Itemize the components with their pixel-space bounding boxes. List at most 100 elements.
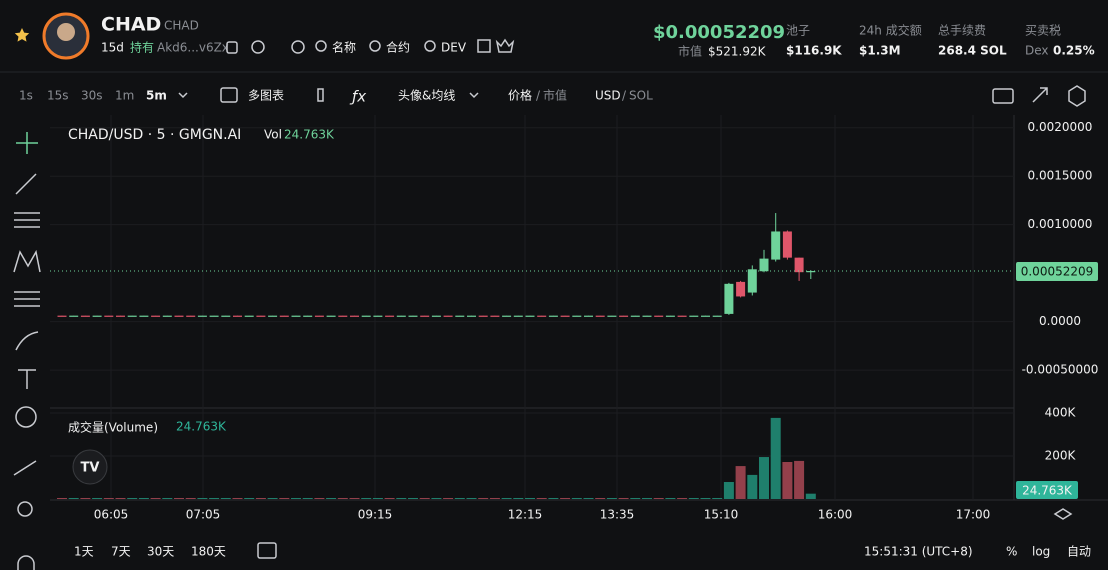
line-tool[interactable] (15, 173, 37, 195)
x-tick-label: 16:00 (818, 508, 853, 522)
last-volume-badge (1016, 481, 1078, 499)
fib-tool[interactable] (14, 212, 40, 228)
candle-body (291, 315, 301, 317)
axis-settings-icon[interactable] (1053, 508, 1073, 520)
candle-body (92, 315, 102, 317)
search-icon[interactable] (369, 40, 381, 52)
volume-bar (712, 498, 723, 499)
candle-body (303, 315, 313, 317)
brush-tool[interactable] (15, 331, 39, 351)
copy-icon[interactable] (226, 41, 238, 54)
indicators[interactable]: 头像&均线 (398, 89, 455, 103)
ruler-tool[interactable] (13, 460, 37, 476)
candle-body (478, 315, 488, 317)
magnet-tool[interactable] (17, 555, 35, 570)
auto-toggle[interactable]: 自动 (1067, 545, 1091, 559)
candle-type-icon[interactable] (317, 88, 324, 102)
web-icon[interactable] (251, 40, 265, 54)
candle-body (338, 315, 348, 317)
x-tick-label: 06:05 (94, 508, 129, 522)
volume-bar (80, 498, 91, 499)
candle-body (431, 315, 441, 317)
candle-body (127, 315, 137, 317)
candle-body (490, 315, 500, 317)
menu-icon[interactable] (291, 40, 305, 54)
range-button[interactable]: 1天 (74, 545, 94, 559)
range-button[interactable]: 180天 (191, 545, 226, 559)
price-toggle[interactable]: 价格 (508, 88, 532, 103)
settings-icon[interactable] (1068, 85, 1086, 107)
candle-body (244, 315, 254, 317)
emoji-tool[interactable] (15, 406, 37, 428)
x-tick-label: 15:10 (704, 508, 739, 522)
candle-body (794, 257, 804, 273)
candle-body (736, 281, 746, 297)
log-toggle[interactable]: log (1032, 545, 1050, 559)
text-tool[interactable] (18, 369, 36, 389)
search-contract[interactable]: 合约 (386, 40, 410, 55)
search-icon[interactable] (315, 40, 327, 52)
projection-tool[interactable] (14, 291, 40, 307)
candle-body (747, 269, 757, 293)
interval[interactable]: 1s (19, 89, 33, 103)
fx-icon[interactable]: ƒx (349, 88, 366, 106)
date-range-icon[interactable] (257, 542, 277, 559)
volume-bar (396, 498, 407, 499)
fullscreen-icon[interactable] (1032, 87, 1048, 103)
multi-chart[interactable]: 多图表 (248, 89, 284, 103)
volume: $1.3M (859, 44, 901, 58)
candle-body (314, 315, 324, 317)
interval[interactable]: 15s (47, 89, 69, 103)
vol-legend-label: Vol (264, 128, 282, 142)
candle-body (806, 271, 816, 273)
mcap: $521.92K (708, 45, 767, 59)
mcap-label: 市值 (678, 44, 702, 59)
volume-bar (642, 498, 652, 499)
search-name[interactable]: 名称 (332, 40, 356, 55)
sol-toggle[interactable]: SOL (629, 89, 653, 103)
chevron[interactable] (469, 92, 479, 99)
volume-bar (489, 498, 500, 499)
screenshot-icon[interactable] (992, 88, 1014, 104)
chevron[interactable] (178, 92, 188, 99)
range-button[interactable]: 7天 (111, 545, 131, 559)
candle-body (513, 315, 523, 317)
range-button[interactable]: 30天 (147, 545, 174, 559)
x-tick-label: 12:15 (508, 508, 543, 522)
interval[interactable]: 30s (81, 89, 103, 103)
crown-icon[interactable] (495, 38, 515, 53)
crosshair-tool[interactable] (16, 132, 38, 154)
tradingview-logo[interactable] (72, 449, 108, 485)
mcap-toggle[interactable]: 市值 (543, 88, 567, 103)
volume-bar (57, 498, 67, 499)
percent-toggle[interactable]: % (1006, 545, 1017, 559)
add-chart-icon[interactable] (220, 87, 238, 103)
volume-bar (209, 498, 220, 499)
candle-body (420, 315, 430, 317)
search-icon[interactable] (424, 40, 436, 52)
candle-body (151, 315, 161, 317)
series (50, 213, 1014, 499)
zoom-tool[interactable] (17, 501, 33, 517)
token-address[interactable]: Akd6...v6Zx (157, 41, 229, 55)
pool: $116.9K (786, 44, 842, 58)
volume-bar (606, 498, 617, 499)
volume-bar (735, 466, 746, 499)
favorite-star[interactable] (14, 28, 30, 42)
candle-body (525, 315, 535, 317)
candle-body (221, 315, 231, 317)
interval[interactable]: 5m (146, 89, 167, 103)
interval[interactable]: 1m (115, 89, 134, 103)
volume-bar (244, 498, 255, 499)
candle-body (782, 231, 792, 258)
candle-body (724, 283, 734, 314)
volume-bar (302, 498, 313, 499)
candle-body (654, 315, 664, 317)
search-dev[interactable]: DEV (441, 41, 467, 55)
pattern-tool[interactable] (13, 249, 41, 273)
candle-body (584, 315, 593, 317)
holders-label[interactable]: 持有 (130, 40, 154, 55)
usd-toggle[interactable]: USD (595, 89, 621, 103)
share-icon[interactable] (477, 39, 491, 53)
